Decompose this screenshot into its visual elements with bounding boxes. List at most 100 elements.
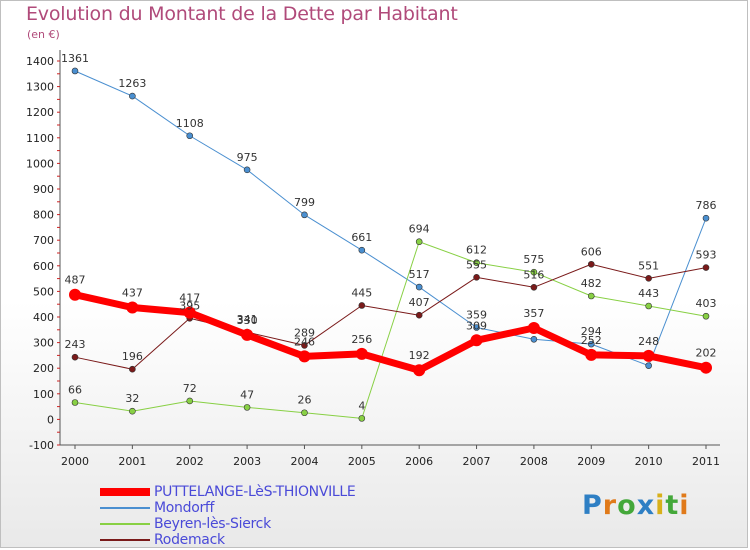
series-point-3 [530,284,538,291]
series-point-3 [129,365,136,373]
series-point-3 [358,302,366,309]
chart-subtitle: (en €) [27,28,60,41]
proxiti-logo: Proxiti [582,490,690,521]
series-point-1 [415,283,423,291]
data-label-3: 606 [581,245,602,258]
series-point-0 [241,328,254,341]
data-label-2: 32 [125,392,139,405]
series-point-1 [186,132,194,140]
logo-letter: i [655,490,666,521]
series-point-1 [530,335,538,343]
series-point-0 [69,288,81,301]
data-label-1: 517 [409,268,430,281]
series-line-3 [74,263,707,370]
data-label-0: 437 [122,287,143,300]
data-label-1: 1263 [118,77,146,90]
series-point-2 [129,407,136,415]
series-point-1 [358,246,366,254]
data-label-3: 341 [237,313,258,326]
data-label-2: 72 [183,382,197,395]
data-label-1: 294 [581,325,602,338]
data-label-3: 243 [65,338,86,351]
data-label-0: 330 [237,314,258,327]
y-tick-label: 800 [33,209,54,222]
y-tick-label: 1200 [26,106,54,119]
series-point-2 [71,399,79,406]
series-point-3 [71,353,79,361]
y-tick-label: 200 [33,362,54,375]
data-label-3: 555 [466,258,487,271]
series-point-2 [587,292,595,300]
y-tick-label: 500 [33,285,54,298]
y-tick-label: 100 [33,388,54,401]
series-point-3 [587,260,595,268]
legend-label-rodemack: Rodemack [154,532,225,548]
data-label-2: 482 [581,277,602,290]
series-point-0 [700,361,712,374]
series-point-0 [413,364,426,377]
y-tick-label: 600 [33,260,54,273]
y-tick-label: -100 [29,439,54,452]
data-label-0: 202 [696,347,717,360]
series-line-2 [74,241,707,419]
series-point-0 [470,334,483,347]
series-point-1 [645,362,652,369]
series-point-3 [473,274,480,281]
series-line-0 [74,291,707,374]
data-label-3: 196 [122,350,143,363]
series-point-2 [415,238,423,246]
logo-letter: x [636,490,656,521]
logo-letter: P [582,490,603,521]
data-label-2: 26 [297,394,311,407]
logo-letter: i [679,490,690,521]
data-label-3: 289 [294,326,315,339]
x-tick-label: 2000 [61,455,89,468]
legend-swatch-beyren [100,523,150,525]
legend-swatch-puttelange [100,488,150,496]
series-point-0 [126,301,139,314]
y-tick-label: 0 [47,413,54,426]
y-tick-label: 700 [33,234,54,247]
series-point-2 [301,409,308,417]
series-point-0 [527,322,540,335]
series-point-0 [183,306,196,319]
data-label-1: 359 [466,308,487,321]
series-point-2 [473,259,480,267]
series-point-2 [243,404,251,411]
legend-swatch-rodemack [100,539,150,541]
series-point-0 [355,347,368,360]
x-tick-label: 2008 [520,455,548,468]
legend-label-beyren: Beyren-lès-Sierck [154,516,271,532]
data-label-0: 248 [638,335,659,348]
x-tick-label: 2002 [176,455,204,468]
x-tick-label: 2003 [233,455,261,468]
x-tick-label: 2007 [463,455,491,468]
series-point-2 [358,415,366,422]
series-point-1 [71,67,79,75]
data-label-1: 975 [237,151,258,164]
y-tick-label: 1400 [26,55,54,68]
data-label-0: 246 [294,335,315,348]
series-point-2 [645,302,652,310]
data-label-2: 575 [523,253,544,266]
series-point-3 [645,275,652,282]
data-label-0: 487 [65,274,86,287]
series-line-1 [74,70,707,367]
series-point-1 [473,324,480,331]
series-point-2 [530,268,538,276]
logo-letter: o [617,490,637,521]
data-label-2: 403 [696,297,717,310]
y-tick-label: 400 [33,311,54,324]
x-tick-label: 2011 [692,455,720,468]
series-point-3 [702,264,710,271]
y-tick-label: 900 [33,183,54,196]
data-label-0: 192 [409,349,430,362]
logo-letter: t [665,490,680,521]
x-tick-label: 2004 [290,455,318,468]
legend-label-mondorff: Mondorff [154,500,215,516]
series-point-1 [587,340,595,348]
data-label-3: 516 [523,268,544,281]
x-tick-label: 2009 [577,455,605,468]
series-point-0 [642,349,655,362]
